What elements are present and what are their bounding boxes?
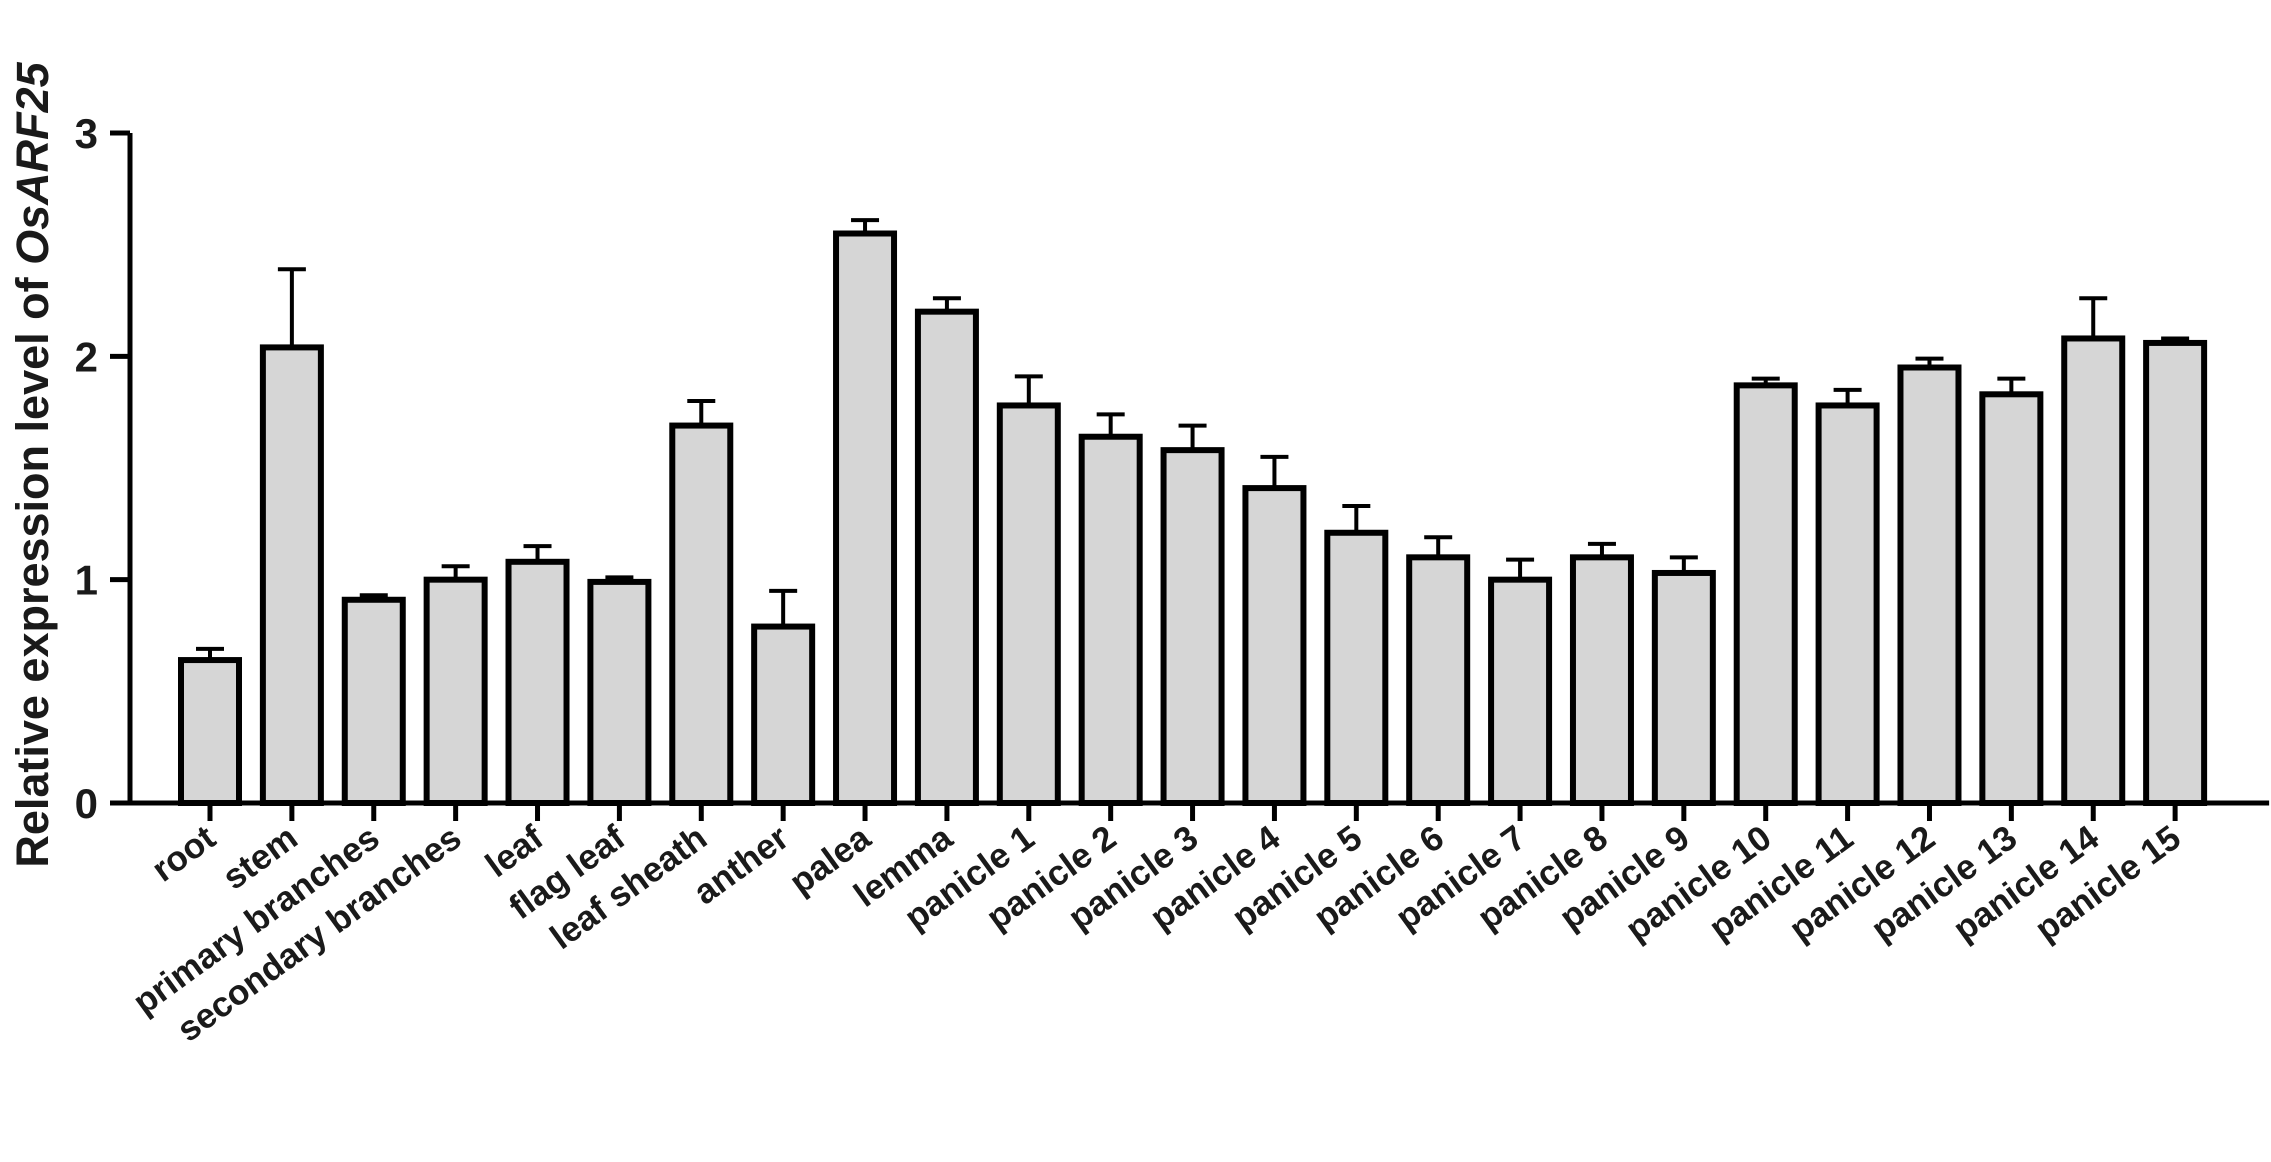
bar-19 xyxy=(1733,382,1798,806)
bar-5 xyxy=(587,578,652,807)
bar-17 xyxy=(1569,554,1634,806)
bar-20 xyxy=(1815,402,1880,806)
bar-6 xyxy=(669,422,734,806)
bar-8 xyxy=(833,230,898,806)
y-tick-label-3: 3 xyxy=(75,110,98,157)
y-tick-label-2: 2 xyxy=(75,333,98,380)
bar-11 xyxy=(1078,433,1143,806)
x-tick-label-0: root xyxy=(145,818,223,890)
bar-18 xyxy=(1651,569,1716,807)
axes-group xyxy=(127,133,2270,806)
bar-12 xyxy=(1160,447,1225,806)
bar-22 xyxy=(1979,391,2044,806)
bar-9 xyxy=(914,308,979,806)
bar-16 xyxy=(1488,576,1553,807)
bar-7 xyxy=(751,623,816,806)
bar-3 xyxy=(423,576,488,807)
bar-13 xyxy=(1242,485,1307,806)
bar-24 xyxy=(2143,339,2208,806)
y-axis-label: Relative expression level of OsARF25 xyxy=(7,61,58,867)
bar-2 xyxy=(341,596,406,806)
bar-14 xyxy=(1324,529,1389,806)
bar-1 xyxy=(259,344,324,806)
y-ticks-group: 0 1 2 3 xyxy=(75,110,130,827)
bars-group xyxy=(178,230,2208,807)
bar-10 xyxy=(996,402,1061,806)
bar-4 xyxy=(505,558,570,806)
error-bars-group xyxy=(196,218,2190,661)
y-tick-label-1: 1 xyxy=(75,557,98,604)
bar-15 xyxy=(1406,554,1471,806)
bar-21 xyxy=(1897,364,1962,806)
x-tick-label-7: anther xyxy=(686,818,796,913)
bar-23 xyxy=(2061,335,2126,806)
y-tick-label-0: 0 xyxy=(75,780,98,827)
bar-0 xyxy=(178,657,242,806)
